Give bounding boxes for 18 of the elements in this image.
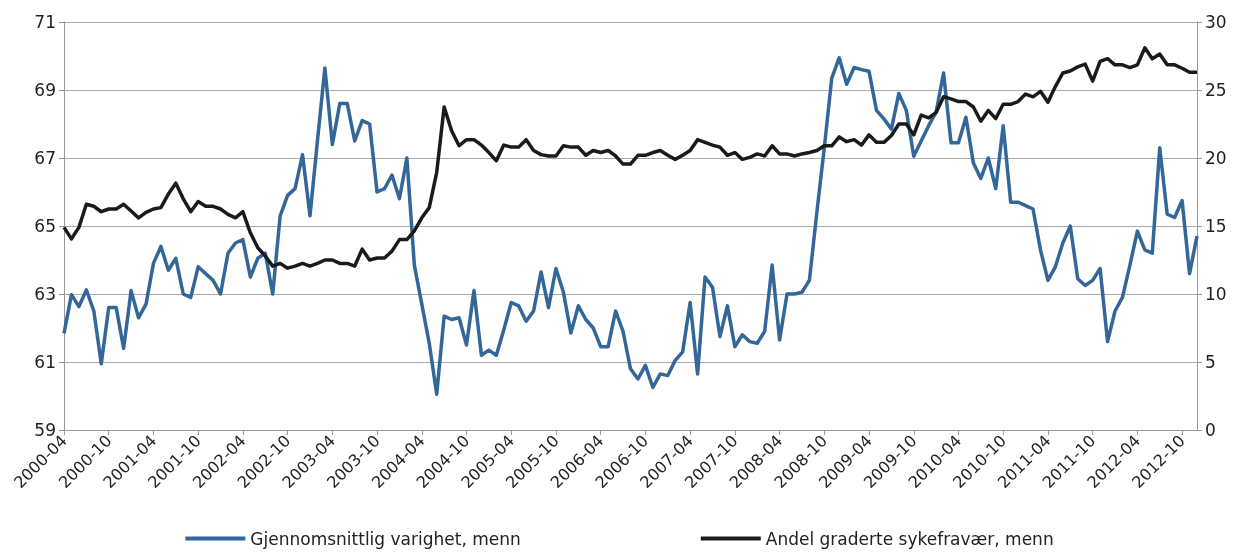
y-tick-label: 63 <box>34 284 56 304</box>
y2-tick-label: 20 <box>1205 148 1227 168</box>
y2-tick-label: 10 <box>1205 284 1227 304</box>
y2-tick-label: 0 <box>1205 420 1216 440</box>
y-tick-label: 69 <box>34 80 56 100</box>
legend-label: Gjennomsnittlig varighet, menn <box>250 528 521 549</box>
legend-label: Andel graderte sykefravær, menn <box>765 528 1054 549</box>
y2-tick-label: 5 <box>1205 352 1216 372</box>
y-tick-label: 59 <box>34 420 56 440</box>
y-tick-label: 71 <box>34 12 56 32</box>
line-series <box>62 46 1199 270</box>
y-tick-label: 61 <box>34 352 56 372</box>
y-tick-label: 65 <box>34 216 56 236</box>
line-series <box>62 55 1199 397</box>
y2-tick-label: 30 <box>1205 12 1227 32</box>
y2-tick-label: 25 <box>1205 80 1227 100</box>
y2-tick-label: 15 <box>1205 216 1227 236</box>
y-tick-label: 67 <box>34 148 56 168</box>
